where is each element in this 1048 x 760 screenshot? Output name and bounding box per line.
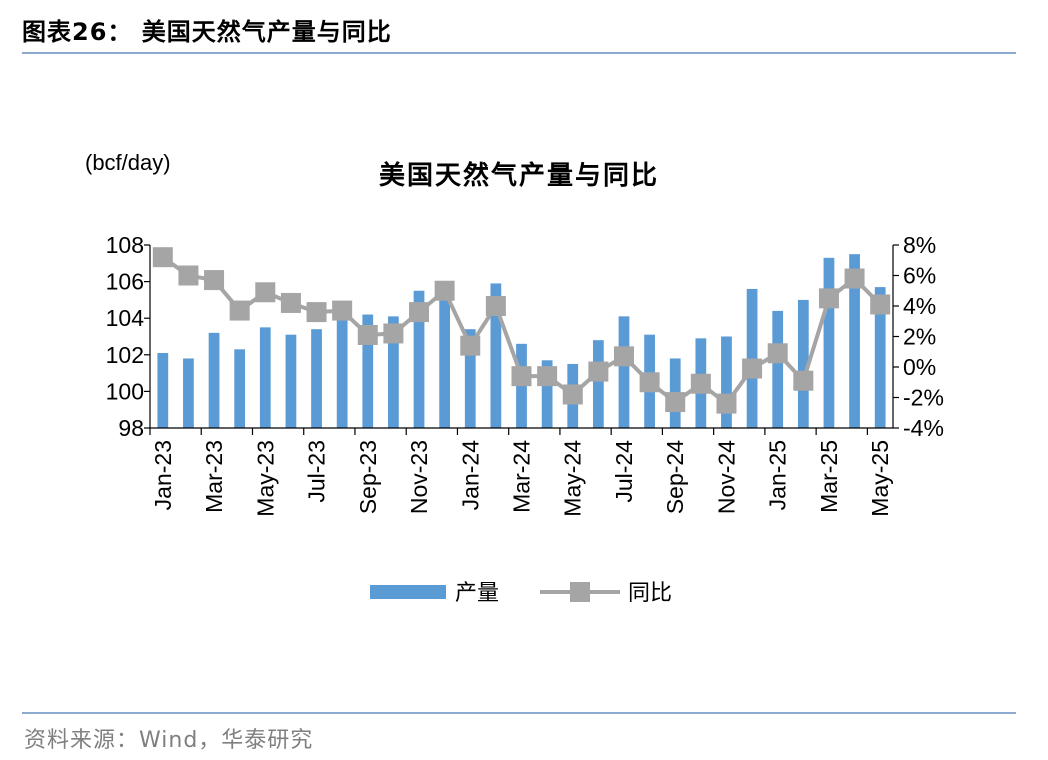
y-left-tick-label: 104 xyxy=(106,305,145,331)
tick-labels: 98 100 102 104 106 108 -4% -2% 0% 2% 4% 6% 8% Jan-23 M… xyxy=(106,232,944,517)
bar-Nov-23 xyxy=(413,290,425,428)
x-tick-label: Sep-24 xyxy=(662,440,688,514)
yoy-point-Feb-25 xyxy=(793,370,814,391)
bar-Jan-24 xyxy=(464,329,476,428)
yoy-point-Apr-24 xyxy=(537,366,558,387)
x-tick-label: Nov-24 xyxy=(713,440,739,514)
yoy-point-Sep-24 xyxy=(665,392,686,413)
yoy-point-May-25 xyxy=(870,294,891,315)
y-right-tick-label: 4% xyxy=(903,293,936,319)
x-tick-label: May-24 xyxy=(560,440,586,517)
x-tick-label: Jan-24 xyxy=(457,440,483,511)
yoy-point-Jun-24 xyxy=(588,361,609,382)
bar-May-25 xyxy=(874,287,886,428)
bar-Jul-24 xyxy=(618,316,630,428)
y-right-tick-label: -4% xyxy=(903,415,944,441)
bar-Feb-25 xyxy=(797,299,809,428)
yoy-point-May-24 xyxy=(562,384,583,405)
bar-Mar-25 xyxy=(823,257,835,428)
x-tick-label: Jan-23 xyxy=(150,440,176,510)
y-left-tick-label: 106 xyxy=(106,269,144,295)
bar-Jun-23 xyxy=(285,334,297,428)
yoy-point-Mar-23 xyxy=(204,270,225,291)
yoy-point-Feb-24 xyxy=(485,296,506,316)
bar-Feb-24 xyxy=(490,283,502,428)
yoy-point-Mar-24 xyxy=(511,366,532,387)
bar-Apr-25 xyxy=(849,254,860,428)
x-tick-label: Jul-23 xyxy=(304,440,330,503)
yoy-point-Nov-24 xyxy=(716,393,737,414)
legend-label-yoy: 同比 xyxy=(628,581,672,606)
bar-Jun-24 xyxy=(592,340,604,428)
yoy-point-Oct-23 xyxy=(383,323,404,344)
bar-Nov-24 xyxy=(721,336,732,428)
x-tick-label: May-25 xyxy=(867,440,893,517)
x-tick-label: Mar-24 xyxy=(509,440,535,513)
y-right-tick-label: 8% xyxy=(903,232,936,258)
source-note: 资料来源：Wind，华泰研究 xyxy=(24,728,314,753)
bar-May-23 xyxy=(259,327,271,428)
yoy-point-May-23 xyxy=(255,282,276,303)
y-left-tick-label: 102 xyxy=(106,342,144,368)
yoy-point-Feb-23 xyxy=(178,265,199,286)
legend-square-marker-icon xyxy=(570,582,590,602)
x-tick-label: Nov-23 xyxy=(406,440,432,514)
bar-Mar-23 xyxy=(208,332,220,428)
yoy-point-Nov-23 xyxy=(409,302,430,323)
bar-Jul-23 xyxy=(311,329,322,428)
line-series xyxy=(152,247,891,414)
legend-label-production: 产量 xyxy=(455,581,499,606)
yoy-point-Jun-23 xyxy=(280,292,301,313)
x-tick-label: Mar-25 xyxy=(816,440,842,513)
yoy-point-Oct-24 xyxy=(690,373,711,394)
y-right-tick-label: -2% xyxy=(903,385,944,411)
axes xyxy=(144,244,899,435)
yoy-point-Jan-23 xyxy=(152,247,173,268)
bar-Dec-23 xyxy=(439,298,451,428)
bar-Aug-23 xyxy=(336,318,348,428)
x-tick-label: Mar-23 xyxy=(201,440,227,513)
yoy-point-Jan-24 xyxy=(460,335,481,356)
top-rule xyxy=(22,52,1016,54)
yoy-point-Dec-24 xyxy=(742,358,763,379)
y-right-tick-label: 0% xyxy=(903,354,936,380)
bottom-rule xyxy=(22,712,1016,714)
chart-title: 美国天然气产量与同比 xyxy=(379,160,659,191)
legend-bar-swatch xyxy=(370,585,446,599)
yoy-point-Sep-23 xyxy=(357,324,378,345)
bar-Sep-23 xyxy=(362,314,374,428)
bar-Jan-25 xyxy=(772,310,784,428)
x-tick-label: Sep-23 xyxy=(355,440,381,514)
bar-Jan-23 xyxy=(157,352,169,428)
yoy-point-Jan-25 xyxy=(767,343,788,364)
bar-Oct-23 xyxy=(388,316,399,428)
yoy-point-Dec-23 xyxy=(434,280,455,301)
y-right-tick-label: 2% xyxy=(903,324,936,350)
y-right-tick-label: 6% xyxy=(903,263,936,289)
y-left-tick-label: 100 xyxy=(106,378,144,404)
y-left-tick-label: 98 xyxy=(118,415,144,441)
bar-Feb-23 xyxy=(183,358,194,428)
yoy-point-Jul-24 xyxy=(613,346,634,367)
yoy-point-Aug-23 xyxy=(332,300,353,321)
y-left-tick-label: 108 xyxy=(106,232,144,258)
bar-Apr-23 xyxy=(234,349,246,428)
yoy-point-Aug-24 xyxy=(639,372,660,393)
figure-title: 图表26： 美国天然气产量与同比 xyxy=(22,18,392,46)
bar-Dec-24 xyxy=(746,288,758,428)
y-axis-unit-label: (bcf/day) xyxy=(85,150,171,175)
legend: 产量 同比 xyxy=(370,581,672,606)
yoy-point-Apr-23 xyxy=(229,300,250,321)
x-tick-label: Jan-25 xyxy=(765,440,791,510)
yoy-point-Mar-25 xyxy=(818,288,839,309)
yoy-point-Jul-23 xyxy=(306,302,327,323)
bar-Apr-24 xyxy=(541,360,553,428)
bar-series xyxy=(157,254,886,428)
x-tick-label: May-23 xyxy=(252,440,278,517)
x-tick-label: Jul-24 xyxy=(611,440,637,503)
yoy-point-Apr-25 xyxy=(844,268,865,289)
